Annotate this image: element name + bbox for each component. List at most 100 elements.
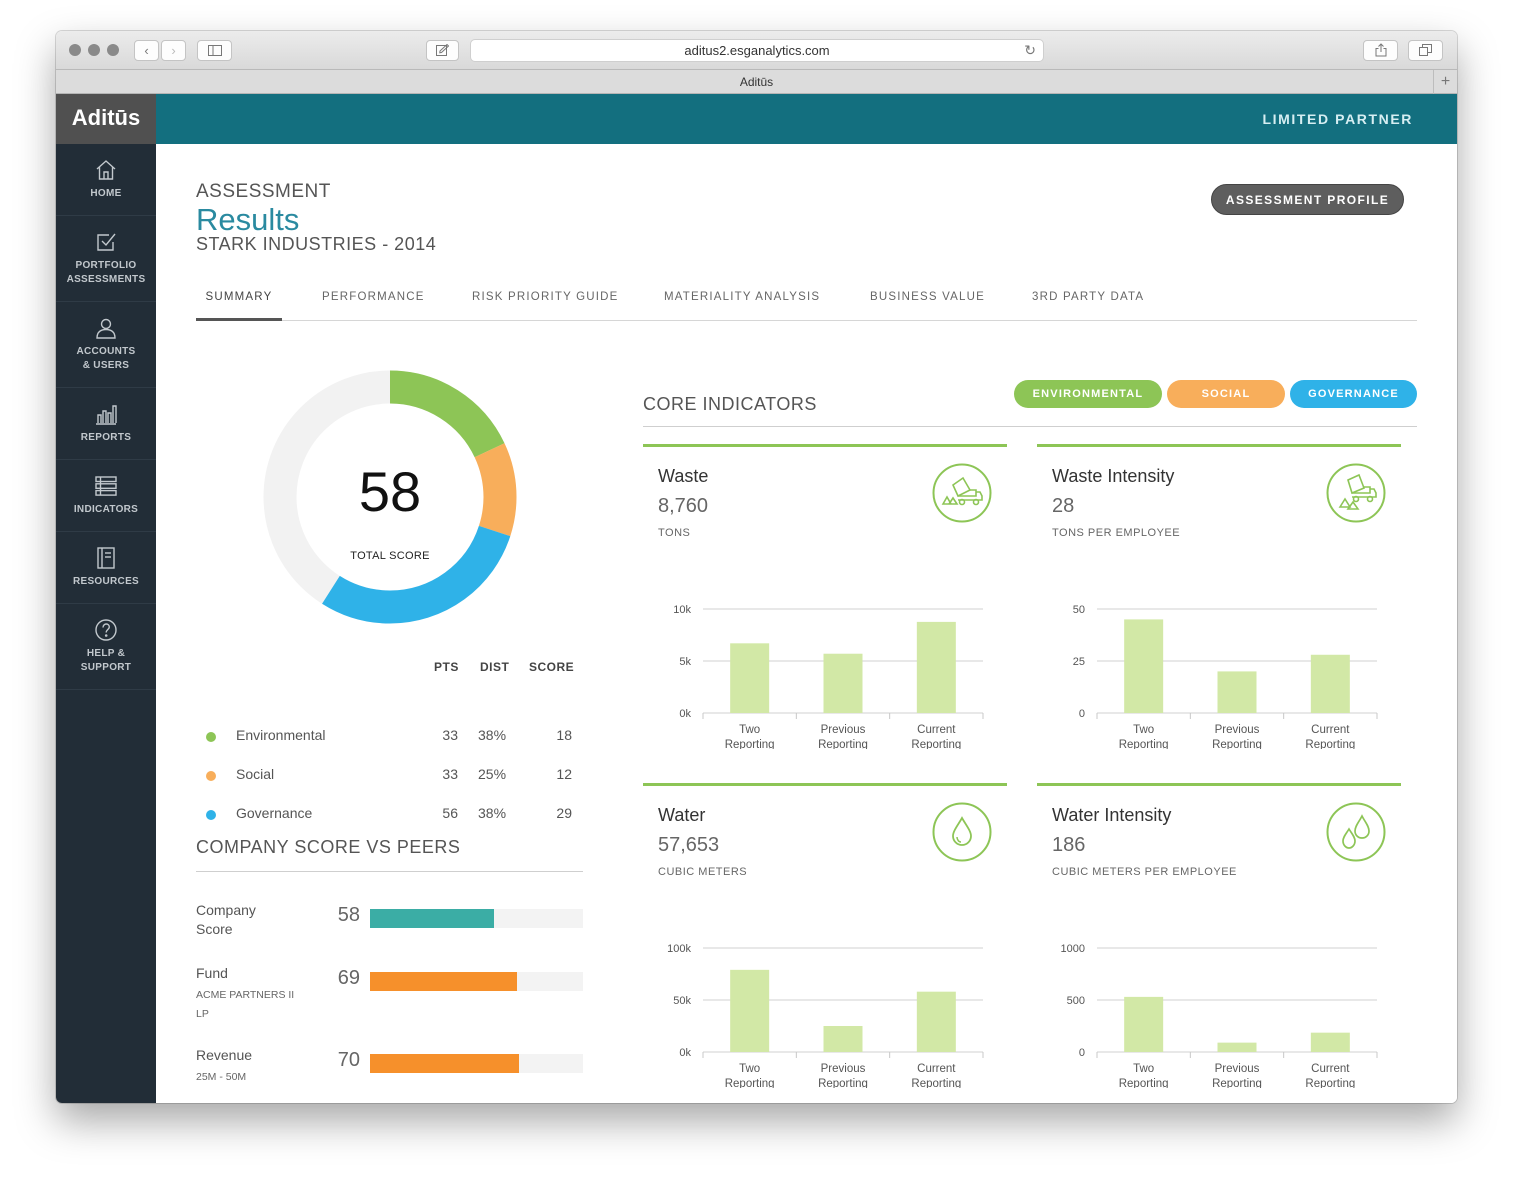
tab-risk-priority-guide[interactable]: RISK PRIORITY GUIDE (472, 291, 619, 303)
tabs-overview-button[interactable] (1408, 40, 1443, 61)
donut-segment-governance[interactable] (263, 370, 517, 624)
legend-dot-social (206, 771, 216, 781)
x-tick-label: Reporting (1305, 739, 1355, 749)
indicator-card-waste-intensity[interactable]: Waste Intensity 28 TONS PER EMPLOYEE 0 25… (1037, 444, 1401, 749)
x-tick-label: Reporting (1119, 1078, 1169, 1088)
donut-segment-environmental[interactable] (263, 370, 517, 624)
company-subtitle: STARK INDUSTRIES - 2014 (196, 234, 437, 254)
sidebar-item-label: HELP & SUPPORT (80, 648, 132, 673)
book-icon (97, 547, 115, 569)
legend-dot-environmental (206, 732, 216, 742)
sidebar-item-label: HOME (90, 188, 122, 199)
filter-environmental-button[interactable]: ENVIRONMENTAL (1014, 380, 1162, 408)
home-icon (96, 160, 116, 180)
score-row-dist: 38% (478, 727, 507, 743)
results-tabs: SUMMARY PERFORMANCE RISK PRIORITY GUIDE … (196, 277, 1417, 321)
sidebar-item-reports[interactable]: REPORTS (56, 388, 156, 460)
score-row-pts: 33 (442, 766, 458, 782)
app-logo[interactable]: Aditūs (56, 94, 156, 144)
new-tab-button[interactable]: + (1433, 70, 1457, 94)
share-icon (1375, 43, 1386, 57)
legend-dot-governance (206, 810, 216, 820)
bar[interactable] (730, 969, 770, 1052)
y-tick-label: 50 (1073, 604, 1085, 616)
bar[interactable] (1310, 654, 1350, 713)
reader-button[interactable] (426, 40, 459, 61)
x-tick-label: Reporting (1119, 739, 1169, 749)
sidebar-item-label: RESOURCES (72, 576, 140, 587)
tab-performance[interactable]: PERFORMANCE (322, 291, 425, 303)
bar[interactable] (1217, 671, 1257, 713)
filter-governance-button[interactable]: GOVERNANCE (1290, 380, 1417, 408)
reload-icon[interactable]: ↻ (1024, 42, 1036, 58)
x-tick-label: Reporting (818, 739, 868, 749)
indicator-card-water-intensity[interactable]: Water Intensity 186 CUBIC METERS PER EMP… (1037, 783, 1401, 1088)
y-tick-label: 100k (667, 943, 691, 955)
back-button[interactable]: ‹ (134, 40, 159, 61)
peer-bar-fill (370, 972, 517, 991)
x-tick-label: Reporting (911, 1078, 961, 1088)
sidebar-toggle-button[interactable] (197, 40, 232, 61)
peer-value: 58 (337, 904, 360, 926)
peer-bar-track (370, 1054, 583, 1073)
donut-segment-social[interactable] (263, 370, 517, 624)
bar[interactable] (823, 653, 863, 713)
user-icon (96, 318, 116, 339)
y-tick-label: 500 (1067, 995, 1085, 1007)
share-button[interactable] (1363, 40, 1398, 61)
peer-bar-fill (370, 1054, 520, 1073)
forward-button[interactable]: › (161, 40, 186, 61)
total-score-donut-chart (263, 370, 517, 624)
main-content: ASSESSMENT Results STARK INDUSTRIES - 20… (156, 144, 1457, 1103)
bar[interactable] (1124, 619, 1164, 713)
bar[interactable] (1217, 1042, 1257, 1052)
bar[interactable] (916, 621, 956, 713)
score-row-name: Governance (236, 805, 313, 821)
chevron-right-icon: › (171, 43, 176, 58)
indicator-card-water[interactable]: Water 57,653 CUBIC METERS 0k 50k 100k Two Re… (643, 783, 1007, 1088)
assessment-profile-button[interactable]: ASSESSMENT PROFILE (1211, 184, 1404, 215)
filter-social-button[interactable]: SOCIAL (1167, 380, 1285, 408)
y-tick-label: 0k (679, 708, 691, 720)
sidebar-item-home[interactable]: HOME (56, 144, 156, 216)
indicator-card-waste[interactable]: Waste 8,760 TONS 0k5k10kTwoReportingPeri… (643, 444, 1007, 749)
bar[interactable] (730, 643, 770, 713)
address-bar[interactable]: aditus2.esganalytics.com ↻ (470, 39, 1044, 62)
sidebar-item-indicators[interactable]: INDICATORS (56, 460, 156, 532)
page-pretitle: ASSESSMENT (196, 181, 331, 202)
url-text: aditus2.esganalytics.com (684, 43, 830, 58)
close-window-button[interactable] (69, 44, 81, 56)
indicator-value: 186 (1052, 834, 1086, 856)
zoom-window-button[interactable] (107, 44, 119, 56)
user-role-label[interactable]: LIMITED PARTNER (1262, 111, 1413, 127)
score-row-pts: 56 (442, 805, 458, 821)
score-row-governance: Governance 56 38% 29 (196, 805, 576, 825)
minimize-window-button[interactable] (88, 44, 100, 56)
bar-chart-icon (96, 405, 117, 425)
x-tick-label: Reporting (725, 739, 775, 749)
indicator-unit: TONS (658, 527, 691, 539)
indicator-title: Water (658, 805, 706, 825)
score-row-name: Social (236, 766, 275, 782)
y-tick-label: 5k (679, 656, 691, 668)
sidebar-item-portfolio-assessments[interactable]: PORTFOLIO ASSESSMENTS (56, 216, 156, 302)
sidebar-item-resources[interactable]: RESOURCES (56, 532, 156, 604)
peer-name: Company Score (196, 902, 256, 937)
sidebar-item-help-support[interactable]: HELP & SUPPORT (56, 604, 156, 690)
peer-value: 69 (337, 967, 360, 989)
tab-summary[interactable]: SUMMARY (196, 277, 282, 321)
browser-tab[interactable]: Aditūs + (56, 70, 1457, 94)
tab-3rd-party-data[interactable]: 3RD PARTY DATA (1032, 291, 1145, 303)
bar[interactable] (1124, 996, 1164, 1052)
bar[interactable] (916, 991, 956, 1052)
bar[interactable] (1310, 1032, 1350, 1052)
sidebar-item-accounts-users[interactable]: ACCOUNTS & USERS (56, 302, 156, 388)
peer-bar-track (370, 909, 583, 928)
tab-business-value[interactable]: BUSINESS VALUE (870, 291, 986, 303)
bar[interactable] (823, 1026, 863, 1052)
x-tick-label: Two (739, 724, 760, 736)
sidebar-item-label: INDICATORS (73, 504, 139, 515)
score-row-score: 12 (556, 766, 572, 782)
tab-materiality-analysis[interactable]: MATERIALITY ANALYSIS (664, 291, 821, 303)
x-tick-label: Two (1133, 724, 1154, 736)
